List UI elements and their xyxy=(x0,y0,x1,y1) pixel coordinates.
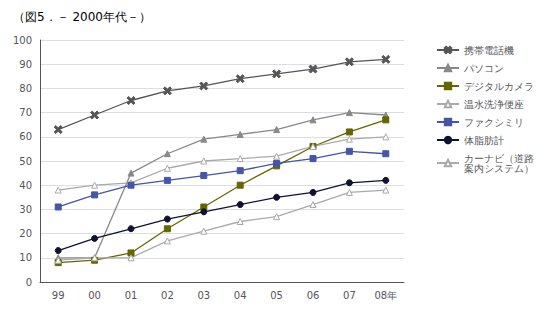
svg-text:0: 0 xyxy=(26,277,32,288)
svg-text:10: 10 xyxy=(19,252,32,263)
svg-text:05: 05 xyxy=(270,290,283,301)
svg-text:90: 90 xyxy=(19,59,32,70)
svg-text:カーナビ（道路: カーナビ（道路 xyxy=(464,152,534,164)
svg-text:04: 04 xyxy=(234,290,247,301)
svg-text:携帯電話機: 携帯電話機 xyxy=(464,45,514,56)
svg-text:99: 99 xyxy=(52,290,65,301)
svg-text:07: 07 xyxy=(343,290,356,301)
svg-text:パソコン: パソコン xyxy=(463,63,504,74)
svg-text:70: 70 xyxy=(19,107,32,118)
svg-text:06: 06 xyxy=(307,290,320,301)
svg-text:体脂肪計: 体脂肪計 xyxy=(464,135,504,146)
svg-text:20: 20 xyxy=(19,228,32,239)
svg-text:00: 00 xyxy=(88,290,101,301)
svg-text:08年: 08年 xyxy=(374,290,397,301)
svg-text:03: 03 xyxy=(197,290,210,301)
svg-text:30: 30 xyxy=(19,204,32,215)
svg-text:80: 80 xyxy=(19,83,32,94)
svg-text:案内システム）: 案内システム） xyxy=(464,163,534,174)
svg-text:デジタルカメラ: デジタルカメラ xyxy=(464,81,534,92)
svg-text:50: 50 xyxy=(19,156,32,167)
svg-text:02: 02 xyxy=(161,290,174,301)
svg-text:（図5．－ 2000年代－）: （図5．－ 2000年代－） xyxy=(13,10,151,24)
svg-text:40: 40 xyxy=(19,180,32,191)
svg-text:100: 100 xyxy=(13,35,32,46)
svg-text:60: 60 xyxy=(19,131,32,142)
svg-text:01: 01 xyxy=(125,290,138,301)
svg-text:温水洗浄便座: 温水洗浄便座 xyxy=(464,99,524,110)
svg-text:ファクシミリ: ファクシミリ xyxy=(464,117,524,128)
